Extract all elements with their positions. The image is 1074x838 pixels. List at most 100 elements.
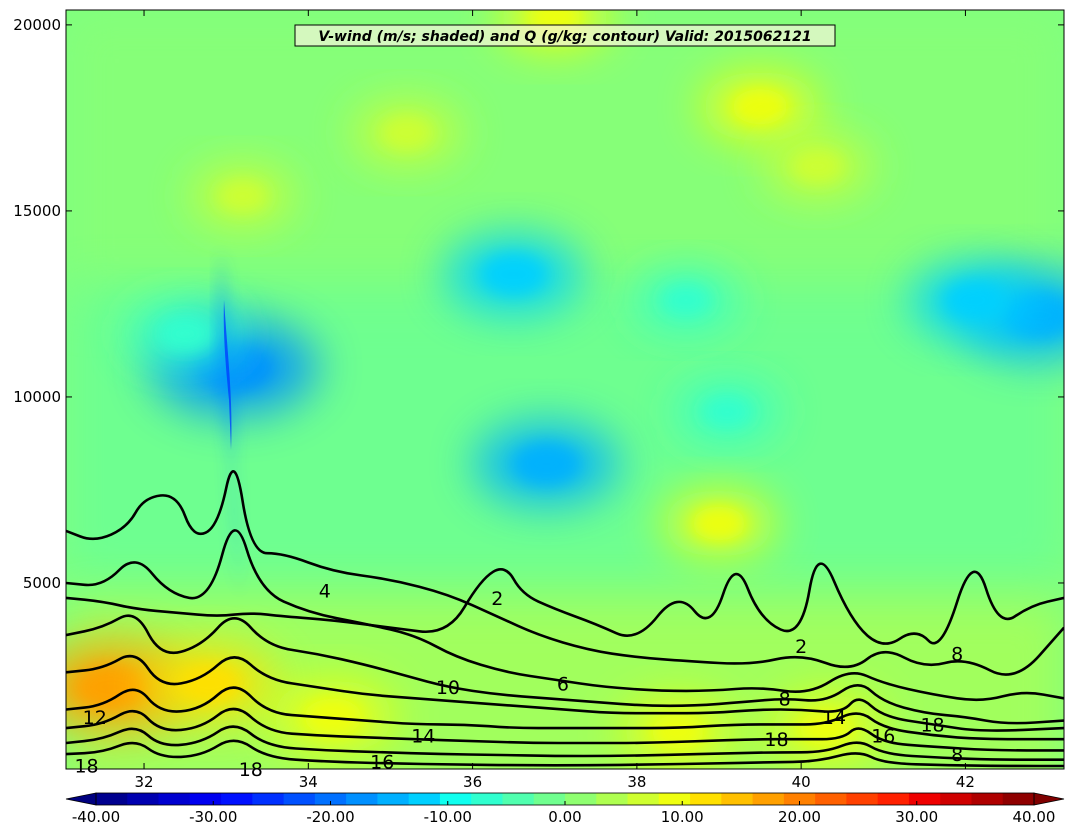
contour-label: 8 [779, 688, 791, 710]
x-tick-label: 36 [463, 773, 482, 791]
y-axis: 5000 10000 15000 20000 [13, 16, 1064, 592]
colorbar-cell [189, 793, 222, 805]
chart-title: V-wind (m/s; shaded) and Q (g/kg; contou… [318, 29, 811, 45]
shading-core [75, 664, 148, 710]
contour-layer [66, 470, 1064, 768]
contour-labels: 2 2 4 6 8 8 8 10 12 14 14 16 16 18 18 18 18 [74, 580, 963, 781]
shading-core [513, 442, 580, 486]
colorbar-cell [533, 793, 566, 805]
colorbar-tick-label: 30.00 [895, 808, 938, 826]
contour-label: 8 [951, 644, 963, 666]
q-contour-4 [66, 470, 1064, 676]
colorbar-cell [971, 793, 1004, 805]
y-tick-label: 15000 [13, 202, 61, 220]
colorbar-cell [283, 793, 316, 805]
colorbar-extend-max [1033, 792, 1065, 806]
colorbar-ticks: -40.00 -30.00 -20.00 -10.00 0.00 10.00 20.00 30… [72, 801, 1056, 826]
shading-core [178, 663, 241, 704]
q-contour-6 [66, 529, 1064, 702]
colorbar-cell [783, 793, 816, 805]
colorbar-cell [690, 793, 722, 805]
contour-label: 6 [557, 673, 569, 695]
colorbar-tick-label: 10.00 [661, 808, 704, 826]
contour-label: 16 [370, 752, 394, 774]
colorbar-cell [908, 793, 941, 805]
contour-label: 10 [436, 677, 460, 699]
colorbar-cell [346, 793, 378, 805]
contour-label: 18 [920, 714, 944, 736]
contour-label: 14 [411, 726, 435, 748]
colorbar-cell [565, 793, 597, 805]
colorbar-tick-label: -30.00 [189, 808, 237, 826]
colorbar-cell [877, 793, 910, 805]
colorbar-cell [96, 793, 128, 805]
colorbar-cell [1002, 793, 1035, 805]
colorbar-cell [439, 793, 472, 805]
q-contour-14 [66, 707, 1064, 752]
colorbar-cell [627, 793, 660, 805]
colorbar-cell [596, 793, 629, 805]
x-tick-label: 40 [792, 773, 811, 791]
q-contour-2 [66, 562, 1064, 645]
colorbar-cell [252, 793, 285, 805]
plot-frame [65, 9, 1065, 770]
contour-label: 2 [491, 588, 503, 610]
colorbar-cell [221, 793, 253, 805]
colorbar-tick-label: -10.00 [424, 808, 472, 826]
colorbar-cell [658, 793, 691, 805]
contour-label: 12 [83, 707, 107, 729]
jet-core [223, 300, 232, 450]
colorbar-cell [752, 793, 785, 805]
shading-core [481, 253, 546, 295]
colorbar-cell [502, 793, 535, 805]
colorbar-extend-min [65, 792, 97, 806]
contour-label: 18 [239, 759, 263, 781]
shading-core [662, 285, 710, 316]
contour-label: 4 [319, 580, 331, 602]
shading-core [732, 89, 788, 125]
colorbar-cell [314, 793, 347, 805]
x-tick-label: 42 [956, 773, 975, 791]
shading-features [66, 10, 1064, 766]
shading-core [792, 150, 843, 183]
contour-label: 2 [795, 636, 807, 658]
shading-core [703, 396, 751, 427]
colorbar-cell [471, 793, 504, 805]
x-tick-label: 32 [134, 773, 153, 791]
shading-core [943, 281, 1004, 320]
y-tick-label: 20000 [13, 16, 61, 34]
colorbar-cell [721, 793, 754, 805]
shading-core [692, 506, 746, 541]
colorbar-cell [846, 793, 879, 805]
x-tick-label: 34 [299, 773, 318, 791]
y-tick-label: 5000 [23, 574, 61, 592]
colorbar-tick-label: 0.00 [548, 808, 581, 826]
shading-core [158, 317, 212, 351]
colorbar-cell [127, 793, 160, 805]
contour-label: 8 [951, 744, 963, 766]
colorbar-tick-label: 40.00 [1013, 808, 1056, 826]
contour-label: 18 [74, 755, 98, 777]
shading-layer [66, 10, 1064, 769]
q-contour-18 [66, 739, 1064, 768]
q-contour-10 [66, 654, 1064, 732]
x-tick-label: 38 [627, 773, 646, 791]
contour-label: 14 [822, 707, 846, 729]
colorbar-tick-label: 20.00 [778, 808, 821, 826]
q-contour-12 [66, 686, 1064, 741]
y-tick-label: 10000 [13, 388, 61, 406]
colorbar: -40.00 -30.00 -20.00 -10.00 0.00 10.00 20.00 30… [65, 792, 1065, 826]
colorbar-tick-label: -20.00 [306, 808, 354, 826]
colorbar-cell [940, 793, 973, 805]
x-axis: 32 34 36 38 40 42 [134, 10, 975, 791]
colorbar-cell [815, 793, 847, 805]
colorbar-cell [408, 793, 441, 805]
colorbar-cells [65, 792, 1065, 806]
q-contour-8 [66, 614, 1064, 725]
plot-area: 2 2 4 6 8 8 8 10 12 14 14 16 16 18 18 18 18 32 34 36 38 40 42… [13, 9, 1065, 791]
contour-label: 16 [871, 726, 895, 748]
colorbar-cell [158, 793, 191, 805]
shading-core [381, 116, 432, 149]
q-contour-16 [66, 725, 1064, 761]
colorbar-cell [377, 793, 410, 805]
